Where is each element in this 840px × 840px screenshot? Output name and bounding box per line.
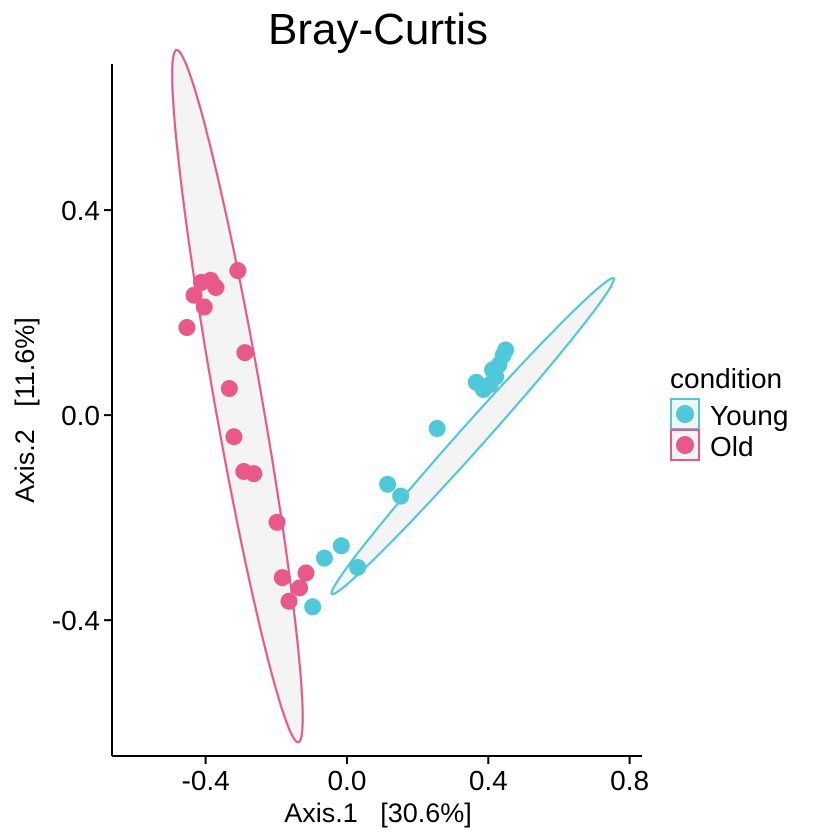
y-tick-label: 0.0 [61, 400, 100, 431]
legend-marker-old [676, 436, 694, 454]
ellipse-young [330, 277, 616, 596]
y-axis-title: Axis.2 [11.6%] [10, 317, 40, 503]
point-old-16 [291, 579, 309, 597]
point-layer [178, 262, 515, 616]
point-old-8 [236, 344, 254, 362]
point-old-14 [297, 564, 315, 582]
point-young-14 [349, 558, 367, 576]
point-old-1 [229, 262, 247, 280]
point-young-15 [304, 598, 322, 616]
point-young-9 [428, 420, 446, 437]
point-old-10 [225, 428, 243, 446]
y-tick-label: -0.4 [52, 605, 100, 636]
ellipse-old [171, 48, 304, 744]
point-young-11 [392, 487, 410, 505]
point-young-12 [332, 537, 350, 555]
ellipse-layer [171, 48, 616, 744]
point-old-12 [245, 465, 263, 483]
x-tick-label: 0.4 [469, 765, 508, 796]
x-tick-label: 0.8 [610, 765, 649, 796]
point-young-13 [315, 549, 333, 567]
point-old-17 [280, 592, 298, 610]
point-old-13 [268, 513, 286, 531]
point-old-5 [185, 286, 203, 304]
legend: condition Young Old [670, 363, 788, 462]
legend-label-old: Old [710, 431, 754, 462]
tick-layer: -0.4 0.0 0.4 0.8 -0.4 0.0 0.4 [52, 195, 649, 796]
point-old-4 [207, 279, 225, 296]
point-old-7 [178, 319, 196, 336]
legend-marker-young [676, 405, 694, 423]
x-tick-label: -0.4 [182, 765, 230, 796]
point-young-10 [379, 475, 397, 493]
point-old-9 [220, 380, 238, 397]
point-old-3 [192, 273, 210, 291]
y-tick-label: 0.4 [61, 195, 100, 226]
point-old-6 [195, 298, 213, 316]
chart-title: Bray-Curtis [268, 5, 488, 54]
point-old-15 [273, 569, 291, 587]
legend-label-young: Young [710, 400, 788, 431]
legend-title: condition [670, 363, 782, 394]
point-young-8 [474, 381, 492, 398]
x-axis-title: Axis.1 [30.6%] [284, 798, 472, 828]
x-tick-label: 0.0 [327, 765, 366, 796]
